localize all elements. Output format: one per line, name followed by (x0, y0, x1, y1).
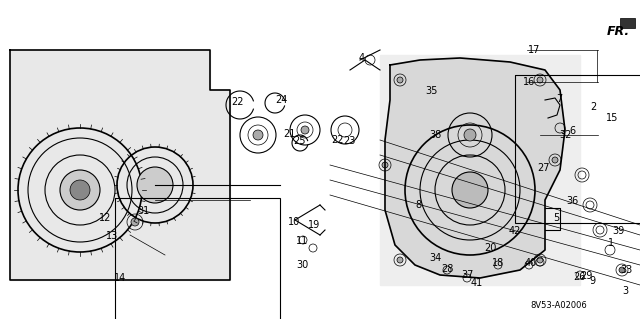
Text: 42: 42 (509, 226, 521, 236)
Text: 23: 23 (343, 136, 355, 146)
Text: 8: 8 (415, 200, 421, 210)
Circle shape (397, 77, 403, 83)
Text: 31: 31 (137, 206, 149, 216)
Text: 7: 7 (556, 94, 562, 104)
Circle shape (397, 257, 403, 263)
Circle shape (131, 218, 139, 226)
Text: 11: 11 (296, 236, 308, 246)
Text: 25: 25 (292, 136, 305, 146)
Text: 9: 9 (589, 276, 595, 286)
Polygon shape (10, 50, 230, 280)
Circle shape (464, 129, 476, 141)
Circle shape (382, 162, 388, 168)
Text: 22: 22 (332, 135, 344, 145)
Text: 41: 41 (471, 278, 483, 288)
Text: 2: 2 (590, 102, 596, 112)
Polygon shape (380, 55, 580, 285)
Text: 18: 18 (492, 258, 504, 268)
Text: 28: 28 (441, 264, 453, 274)
Circle shape (253, 130, 263, 140)
Text: 24: 24 (275, 95, 287, 105)
Text: 4: 4 (359, 53, 365, 63)
Text: 16: 16 (523, 77, 535, 87)
Polygon shape (385, 58, 565, 278)
Text: 26: 26 (573, 272, 585, 282)
Circle shape (60, 170, 100, 210)
Text: 15: 15 (606, 113, 618, 123)
Text: 33: 33 (620, 265, 632, 275)
Circle shape (301, 126, 309, 134)
Text: 13: 13 (106, 231, 118, 241)
Bar (115, 198, 280, 319)
Text: 30: 30 (296, 260, 308, 270)
Circle shape (137, 167, 173, 203)
Text: 39: 39 (612, 226, 624, 236)
Text: 5: 5 (553, 213, 559, 223)
Circle shape (552, 157, 558, 163)
Text: 35: 35 (425, 86, 437, 96)
Bar (620, 18, 635, 28)
Text: 37: 37 (461, 270, 473, 280)
Text: 12: 12 (99, 213, 111, 223)
Circle shape (537, 77, 543, 83)
Bar (515, 75, 640, 223)
Text: 10: 10 (288, 217, 300, 227)
Circle shape (619, 267, 625, 273)
Text: 3: 3 (622, 286, 628, 296)
Text: 34: 34 (429, 253, 441, 263)
Circle shape (452, 172, 488, 208)
Text: 17: 17 (528, 45, 540, 55)
Text: 32: 32 (560, 130, 572, 140)
Text: 22: 22 (231, 97, 243, 107)
Text: FR.: FR. (607, 25, 630, 38)
Text: 38: 38 (429, 130, 441, 140)
Text: 29: 29 (580, 271, 592, 281)
Text: 40: 40 (525, 258, 537, 268)
Text: 6: 6 (569, 126, 575, 136)
Text: 19: 19 (308, 220, 320, 230)
Text: 1: 1 (608, 238, 614, 248)
Text: 21: 21 (283, 129, 295, 139)
Text: 14: 14 (114, 273, 126, 283)
Text: 36: 36 (566, 196, 578, 206)
Text: 8V53-A02006: 8V53-A02006 (530, 300, 587, 309)
Circle shape (70, 180, 90, 200)
Text: 27: 27 (537, 163, 549, 173)
Circle shape (537, 257, 543, 263)
Text: 20: 20 (484, 243, 496, 253)
